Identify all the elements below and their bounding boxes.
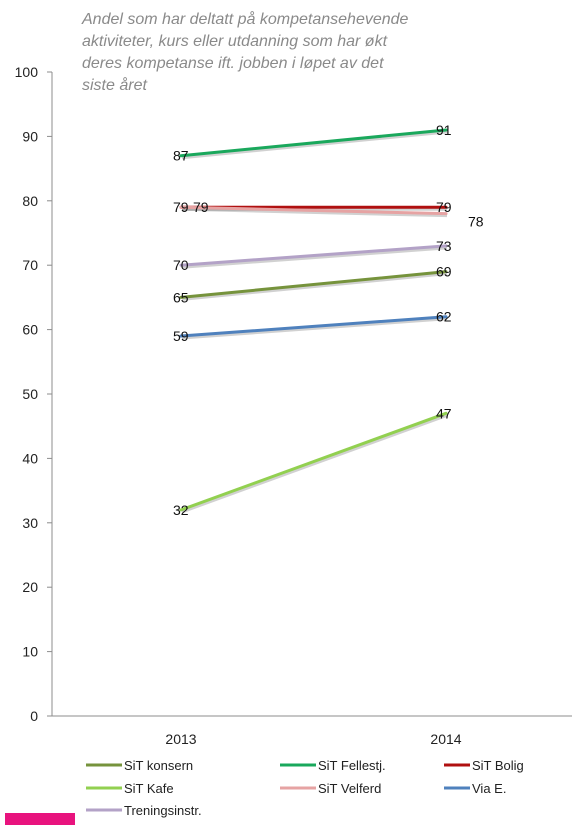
legend-item: SiT konsern (86, 758, 193, 773)
legend-item: SiT Kafe (86, 781, 174, 796)
series-line-shadow (181, 246, 448, 269)
data-label: 70 (173, 257, 189, 273)
y-tick-label: 10 (22, 644, 38, 660)
y-tick-label: 30 (22, 515, 38, 531)
series-line (179, 315, 448, 338)
series-line (179, 244, 448, 267)
data-label: 32 (173, 502, 189, 518)
y-tick-label: 60 (22, 322, 38, 338)
subtitle-line: Andel som har deltatt på kompetanseheven… (81, 10, 409, 28)
chart-axes: 0 10 20 30 40 50 60 70 80 90 100 2013 2014 (15, 64, 572, 747)
series-line-shadow (181, 207, 448, 218)
data-label: 79 (193, 199, 209, 215)
legend-label: SiT Bolig (472, 758, 524, 773)
data-label: 62 (436, 309, 452, 325)
y-tick-label: 100 (15, 64, 39, 80)
data-label: 47 (436, 405, 452, 421)
y-tick-label: 40 (22, 450, 38, 466)
y-tick-label: 0 (30, 708, 38, 724)
series-line-shadow (181, 272, 448, 301)
x-tick-label: 2014 (430, 731, 461, 747)
series-line-shadow (181, 413, 448, 514)
subtitle-line: aktiviteter, kurs eller utdanning som ha… (82, 33, 388, 50)
legend-item: SiT Fellestj. (280, 758, 386, 773)
y-tick-label: 90 (22, 128, 38, 144)
data-label: 78 (468, 214, 484, 230)
subtitle-line: deres kompetanse ift. jobben i løpet av … (82, 55, 384, 72)
chart-legend: SiT konsern SiT Fellestj. SiT Bolig SiT Kaf… (5, 758, 524, 825)
y-tick-label: 20 (22, 579, 38, 595)
series-line (179, 270, 448, 299)
y-tick-label: 50 (22, 386, 38, 402)
legend-color-swatch (5, 813, 75, 825)
legend-item: Treningsinstr. (86, 803, 202, 818)
legend-item: SiT Bolig (444, 758, 524, 773)
x-tick-label: 2013 (165, 731, 196, 747)
legend-label: Treningsinstr. (124, 803, 202, 818)
data-label: 69 (436, 264, 452, 280)
series-line (179, 205, 448, 216)
subtitle-line: siste året (82, 76, 147, 94)
data-label: 65 (173, 289, 189, 305)
series-line-shadow (181, 317, 448, 340)
legend-item: Via E. (444, 781, 506, 796)
legend-label: SiT Kafe (124, 781, 174, 796)
legend-label: SiT konsern (124, 758, 193, 773)
data-label: 59 (173, 328, 189, 344)
y-tick-label: 80 (22, 193, 38, 209)
series-line (179, 411, 448, 512)
series-line-shadow (181, 130, 448, 160)
legend-item: SiT Velferd (280, 781, 381, 796)
data-label: 91 (436, 122, 452, 138)
legend-label: SiT Velferd (318, 781, 381, 796)
legend-label: Via E. (472, 781, 506, 796)
series-line (179, 128, 448, 158)
data-label: 87 (173, 148, 189, 164)
y-tick-label: 70 (22, 257, 38, 273)
data-label: 73 (436, 238, 452, 254)
chart-subtitle: Andel som har deltatt på kompetanseheven… (81, 10, 409, 94)
data-label: 79 (436, 199, 452, 215)
data-label: 79 (173, 199, 189, 215)
chart-series-lines (179, 128, 448, 514)
legend-label: SiT Fellestj. (318, 758, 386, 773)
